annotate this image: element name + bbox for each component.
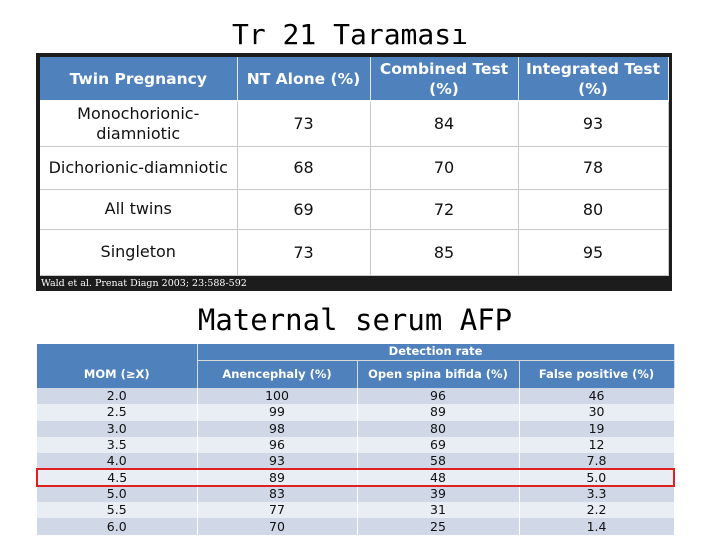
- twin-row-label: Dichorionic-diamniotic: [40, 146, 238, 190]
- afp-header-anencephaly: Anencephaly (%): [197, 360, 358, 388]
- afp-cell: 77: [197, 502, 358, 519]
- afp-table-body: 2.0 100 96 46 2.5 99 89 30 3.0 98 80 19 3.5 96 69 12 4.0…: [36, 388, 676, 535]
- twin-cell: 84: [370, 101, 519, 147]
- afp-cell: 30: [519, 404, 675, 421]
- afp-cell: 58: [357, 453, 520, 470]
- afp-cell: 4.5: [36, 468, 198, 487]
- twin-header-integrated: Integrated Test (%): [518, 57, 669, 102]
- twin-header-combined: Combined Test (%): [370, 57, 519, 102]
- table-row: 4.0 93 58 7.8: [37, 453, 675, 470]
- table-row: All twins 69 72 80: [40, 189, 669, 230]
- afp-cell: 96: [357, 388, 520, 405]
- afp-cell: 19: [519, 420, 675, 437]
- afp-cell: 31: [357, 502, 520, 519]
- afp-cell: 89: [357, 404, 520, 421]
- afp-cell: 98: [197, 420, 358, 437]
- slide-title-afp: Maternal serum AFP: [197, 303, 513, 337]
- twin-cell: 70: [370, 146, 519, 190]
- afp-cell: 48: [357, 468, 520, 487]
- table-row: 5.0 83 39 3.3: [37, 485, 675, 503]
- twin-cell: 80: [518, 189, 669, 230]
- afp-cell: 5.5: [37, 502, 198, 519]
- twin-header-row: Twin Pregnancy NT Alone (%) Combined Tes…: [40, 57, 669, 102]
- afp-cell: 5.0: [37, 485, 198, 503]
- table-source-citation: Wald et al. Prenat Diagn 2003; 23:588-59…: [41, 278, 247, 289]
- table-row: 6.0 70 25 1.4: [37, 518, 675, 535]
- slide-title-tr21: Tr 21 Taraması: [231, 18, 468, 51]
- twin-pregnancy-table-image: Twin Pregnancy NT Alone (%) Combined Tes…: [36, 53, 672, 291]
- afp-cell: 96: [197, 436, 358, 454]
- afp-header-row: MOM (≥X) Anencephaly (%) Open spina bifi…: [37, 360, 675, 388]
- table-row: 5.5 77 31 2.2: [37, 502, 675, 519]
- afp-cell: 12: [519, 436, 675, 454]
- afp-cell: 93: [197, 453, 358, 470]
- twin-row-label: Monochorionic-diamniotic: [40, 101, 238, 147]
- afp-cell: 99: [197, 404, 358, 421]
- afp-cell: 3.5: [37, 436, 198, 454]
- afp-cell: 100: [197, 388, 358, 405]
- twin-row-label: Singleton: [40, 229, 238, 276]
- highlighted-table-row: 4.5 89 48 5.0: [36, 468, 676, 487]
- twin-header-pregnancy: Twin Pregnancy: [40, 57, 238, 102]
- table-row: 3.0 98 80 19: [37, 420, 675, 437]
- afp-cell: 6.0: [37, 518, 198, 535]
- twin-cell: 73: [237, 101, 371, 147]
- table-row: Singleton 73 85 95: [40, 229, 669, 276]
- afp-header-blank: [37, 344, 198, 360]
- twin-cell: 72: [370, 189, 519, 230]
- afp-detection-table: Detection rate MOM (≥X) Anencephaly (%) …: [36, 344, 676, 535]
- afp-cell: 46: [519, 388, 675, 405]
- afp-cell: 2.2: [519, 502, 675, 519]
- twin-cell: 95: [518, 229, 669, 276]
- table-row: 2.0 100 96 46: [37, 388, 675, 405]
- twin-cell: 78: [518, 146, 669, 190]
- twin-cell: 69: [237, 189, 371, 230]
- twin-cell: 73: [237, 229, 371, 276]
- afp-cell: 1.4: [519, 518, 675, 535]
- afp-header-spina-bifida: Open spina bifida (%): [357, 360, 520, 388]
- afp-cell: 25: [357, 518, 520, 535]
- afp-cell: 3.0: [37, 420, 198, 437]
- afp-cell: 69: [357, 436, 520, 454]
- afp-cell: 83: [197, 485, 358, 503]
- twin-cell: 85: [370, 229, 519, 276]
- afp-group-header-detection-rate: Detection rate: [197, 344, 675, 361]
- twin-cell: 68: [237, 146, 371, 190]
- afp-cell: 2.5: [37, 404, 198, 421]
- afp-cell: 5.0: [519, 468, 676, 487]
- table-row: Dichorionic-diamniotic 68 70 78: [40, 146, 669, 190]
- afp-cell: 39: [357, 485, 520, 503]
- afp-table-image: Detection rate MOM (≥X) Anencephaly (%) …: [36, 344, 676, 537]
- table-row: Monochorionic-diamniotic 73 84 93: [40, 101, 669, 147]
- afp-cell: 3.3: [519, 485, 675, 503]
- twin-cell: 93: [518, 101, 669, 147]
- afp-cell: 2.0: [37, 388, 198, 405]
- afp-cell: 7.8: [519, 453, 675, 470]
- afp-cell: 80: [357, 420, 520, 437]
- afp-group-header-row: Detection rate: [37, 344, 675, 361]
- twin-row-label: All twins: [40, 189, 238, 230]
- afp-header-false-positive: False positive (%): [519, 360, 675, 388]
- twin-header-nt-alone: NT Alone (%): [237, 57, 371, 102]
- twin-pregnancy-table: Twin Pregnancy NT Alone (%) Combined Tes…: [40, 57, 669, 276]
- afp-cell: 89: [197, 468, 358, 487]
- table-row: 2.5 99 89 30: [37, 404, 675, 421]
- table-row: 3.5 96 69 12: [37, 436, 675, 454]
- afp-cell: 70: [197, 518, 358, 535]
- afp-header-mom: MOM (≥X): [37, 360, 198, 388]
- afp-cell: 4.0: [37, 453, 198, 470]
